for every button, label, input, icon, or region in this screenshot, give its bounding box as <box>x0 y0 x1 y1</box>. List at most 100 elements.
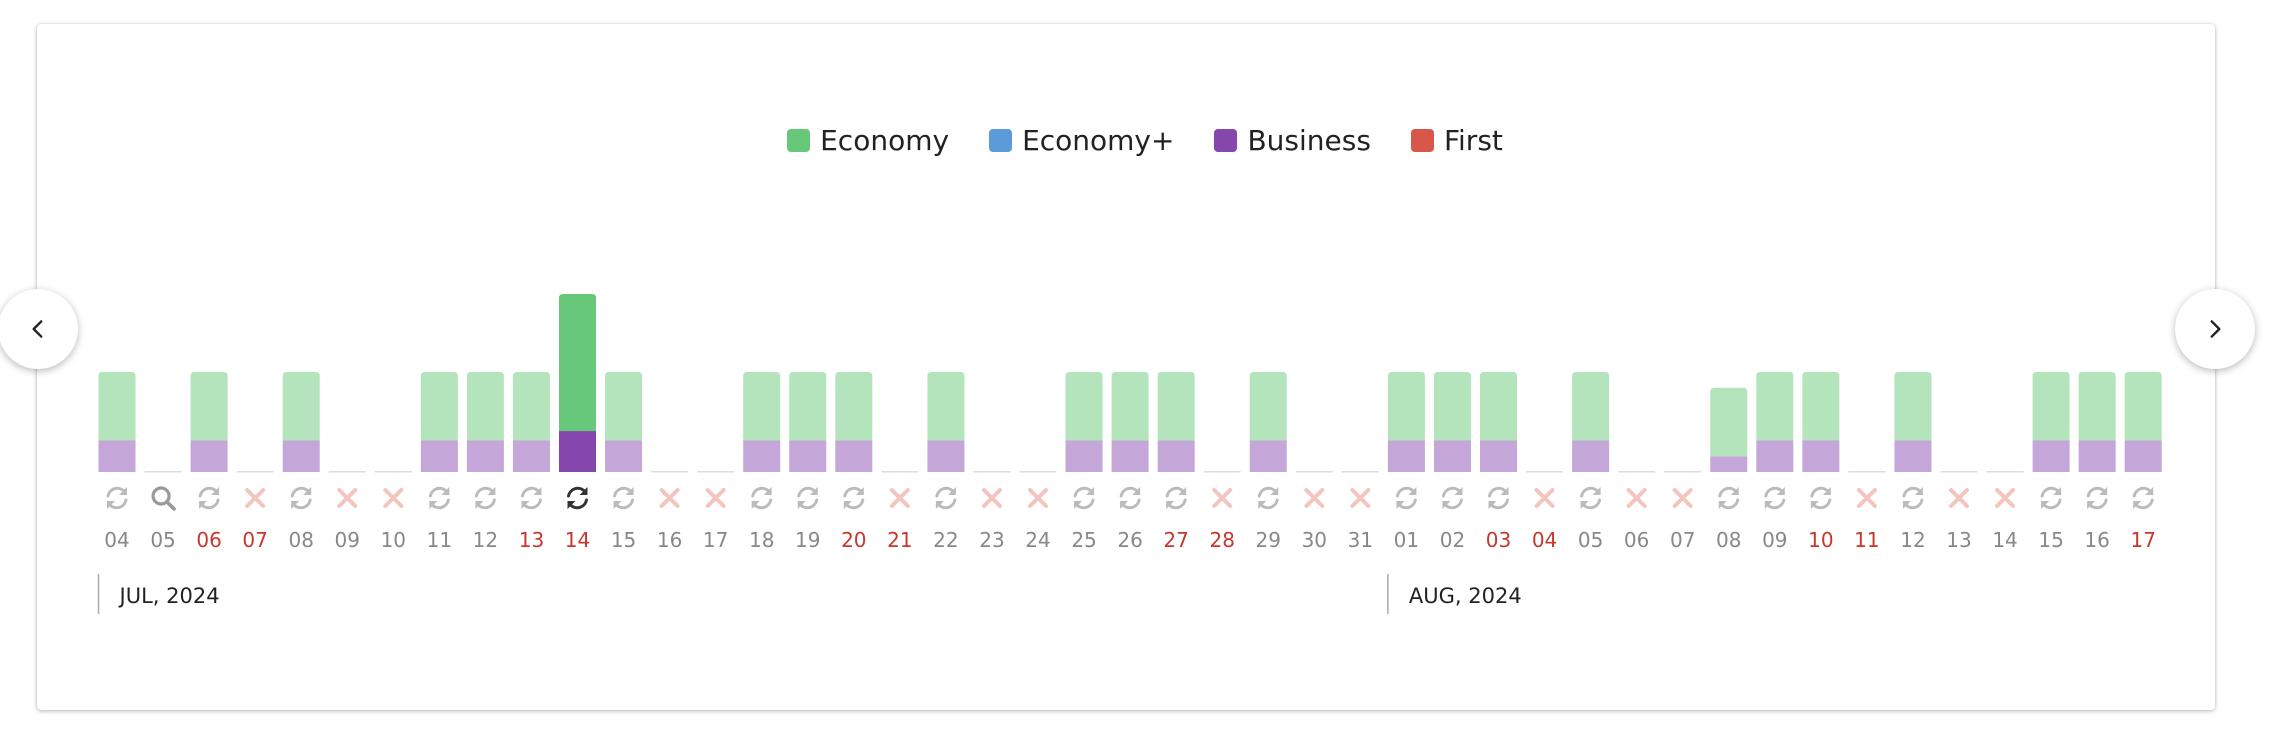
day-label[interactable]: 16 <box>657 528 682 552</box>
bar-economy-segment[interactable] <box>466 371 504 441</box>
legend-item-business[interactable]: Business <box>1214 124 1371 157</box>
bar-economy-segment[interactable] <box>1249 371 1287 441</box>
bar-economy-segment[interactable] <box>1802 371 1840 441</box>
bar-economy-segment[interactable] <box>2124 371 2162 441</box>
day-label[interactable]: 10 <box>381 528 406 552</box>
day-label[interactable]: 09 <box>335 528 360 552</box>
legend-item-first[interactable]: First <box>1410 124 1503 157</box>
next-period-button[interactable] <box>2175 289 2255 369</box>
bar-economy-segment[interactable] <box>743 371 781 441</box>
day-label[interactable]: 16 <box>2084 528 2109 552</box>
bar-business-segment[interactable] <box>1157 440 1195 472</box>
day-label[interactable]: 14 <box>565 528 590 552</box>
bar-economy-segment[interactable] <box>98 371 136 441</box>
bar-business-segment[interactable] <box>2032 440 2070 472</box>
day-label[interactable]: 12 <box>473 528 498 552</box>
day-label[interactable]: 17 <box>2130 528 2155 552</box>
bar-business-segment[interactable] <box>743 440 781 472</box>
bar-economy-segment[interactable] <box>1157 371 1195 441</box>
bar-economy-segment[interactable] <box>282 371 320 441</box>
bar-business-segment[interactable] <box>1802 440 1840 472</box>
day-label[interactable]: 06 <box>1624 528 1649 552</box>
bar-business-segment[interactable] <box>1756 440 1794 472</box>
bar-business-segment[interactable] <box>1249 440 1287 472</box>
bar-business-segment[interactable] <box>789 440 827 472</box>
bar-economy-segment[interactable] <box>190 371 228 441</box>
day-label[interactable]: 29 <box>1256 528 1281 552</box>
bar-business-segment[interactable] <box>2078 440 2116 472</box>
bar-economy-segment[interactable] <box>927 371 965 441</box>
day-label[interactable]: 17 <box>703 528 728 552</box>
bar-business-segment[interactable] <box>1894 440 1932 472</box>
day-label[interactable]: 19 <box>795 528 820 552</box>
day-label[interactable]: 05 <box>150 528 175 552</box>
bar-economy-segment[interactable] <box>1756 371 1794 441</box>
bar-business-segment[interactable] <box>98 440 136 472</box>
bar-economy-segment[interactable] <box>1894 371 1932 441</box>
day-label[interactable]: 04 <box>1532 528 1557 552</box>
legend-item-economy[interactable]: Economy <box>787 124 949 157</box>
bar-economy-segment[interactable] <box>1065 371 1103 441</box>
bar-economy-segment[interactable] <box>420 371 458 441</box>
bar-economy-segment[interactable] <box>1433 371 1471 441</box>
day-label[interactable]: 12 <box>1900 528 1925 552</box>
day-label[interactable]: 18 <box>749 528 774 552</box>
bar-business-segment[interactable] <box>282 440 320 472</box>
day-label[interactable]: 08 <box>1716 528 1741 552</box>
bar-business-segment[interactable] <box>605 440 643 472</box>
bar-economy-segment[interactable] <box>512 371 550 441</box>
bar-economy-segment[interactable] <box>2078 371 2116 441</box>
bar-economy-segment[interactable] <box>1480 371 1517 441</box>
bar-economy-segment[interactable] <box>1710 387 1748 457</box>
day-label[interactable]: 24 <box>1025 528 1050 552</box>
day-label[interactable]: 07 <box>242 528 267 552</box>
bar-business-segment[interactable] <box>466 440 504 472</box>
legend-item-economy-plus[interactable]: Economy+ <box>989 124 1174 157</box>
bar-business-segment[interactable] <box>835 440 873 472</box>
bar-economy-segment[interactable] <box>605 371 643 441</box>
day-label[interactable]: 13 <box>519 528 544 552</box>
day-label[interactable]: 03 <box>1486 528 1511 552</box>
day-label[interactable]: 11 <box>427 528 452 552</box>
bar-business-segment[interactable] <box>1065 440 1103 472</box>
day-label[interactable]: 22 <box>933 528 958 552</box>
bar-business-segment[interactable] <box>1710 456 1748 472</box>
previous-period-button[interactable] <box>0 289 78 369</box>
day-label[interactable]: 31 <box>1348 528 1373 552</box>
day-label[interactable]: 11 <box>1854 528 1879 552</box>
day-label[interactable]: 20 <box>841 528 866 552</box>
day-label[interactable]: 04 <box>104 528 129 552</box>
bar-economy-segment[interactable] <box>789 371 827 441</box>
day-label[interactable]: 23 <box>979 528 1004 552</box>
day-label[interactable]: 10 <box>1808 528 1833 552</box>
bar-business-segment[interactable] <box>1433 440 1471 472</box>
bar-economy-segment[interactable] <box>835 371 873 441</box>
bar-business-segment[interactable] <box>1480 440 1517 472</box>
day-label[interactable]: 02 <box>1440 528 1465 552</box>
day-label[interactable]: 21 <box>887 528 912 552</box>
day-label[interactable]: 28 <box>1209 528 1234 552</box>
day-label[interactable]: 26 <box>1117 528 1142 552</box>
bar-business-segment[interactable] <box>420 440 458 472</box>
day-label[interactable]: 27 <box>1163 528 1188 552</box>
bar-economy-segment[interactable] <box>1111 371 1149 441</box>
bar-business-segment[interactable] <box>1572 440 1610 472</box>
day-label[interactable]: 08 <box>288 528 313 552</box>
day-label[interactable]: 15 <box>2038 528 2063 552</box>
day-label[interactable]: 25 <box>1071 528 1096 552</box>
bar-economy-segment[interactable] <box>1572 371 1610 441</box>
day-label[interactable]: 06 <box>196 528 221 552</box>
bar-economy-segment[interactable] <box>2032 371 2070 441</box>
bar-business-segment[interactable] <box>1111 440 1149 472</box>
bar-business-segment[interactable] <box>512 440 550 472</box>
day-label[interactable]: 01 <box>1394 528 1419 552</box>
bar-business-segment[interactable] <box>190 440 228 472</box>
day-label[interactable]: 13 <box>1946 528 1971 552</box>
bar-economy-segment[interactable] <box>1387 371 1425 441</box>
day-label[interactable]: 15 <box>611 528 636 552</box>
day-label[interactable]: 14 <box>1992 528 2017 552</box>
bar-business-segment[interactable] <box>559 431 596 472</box>
bar-business-segment[interactable] <box>2124 440 2162 472</box>
bar-economy-segment[interactable] <box>559 294 596 432</box>
bar-business-segment[interactable] <box>927 440 965 472</box>
